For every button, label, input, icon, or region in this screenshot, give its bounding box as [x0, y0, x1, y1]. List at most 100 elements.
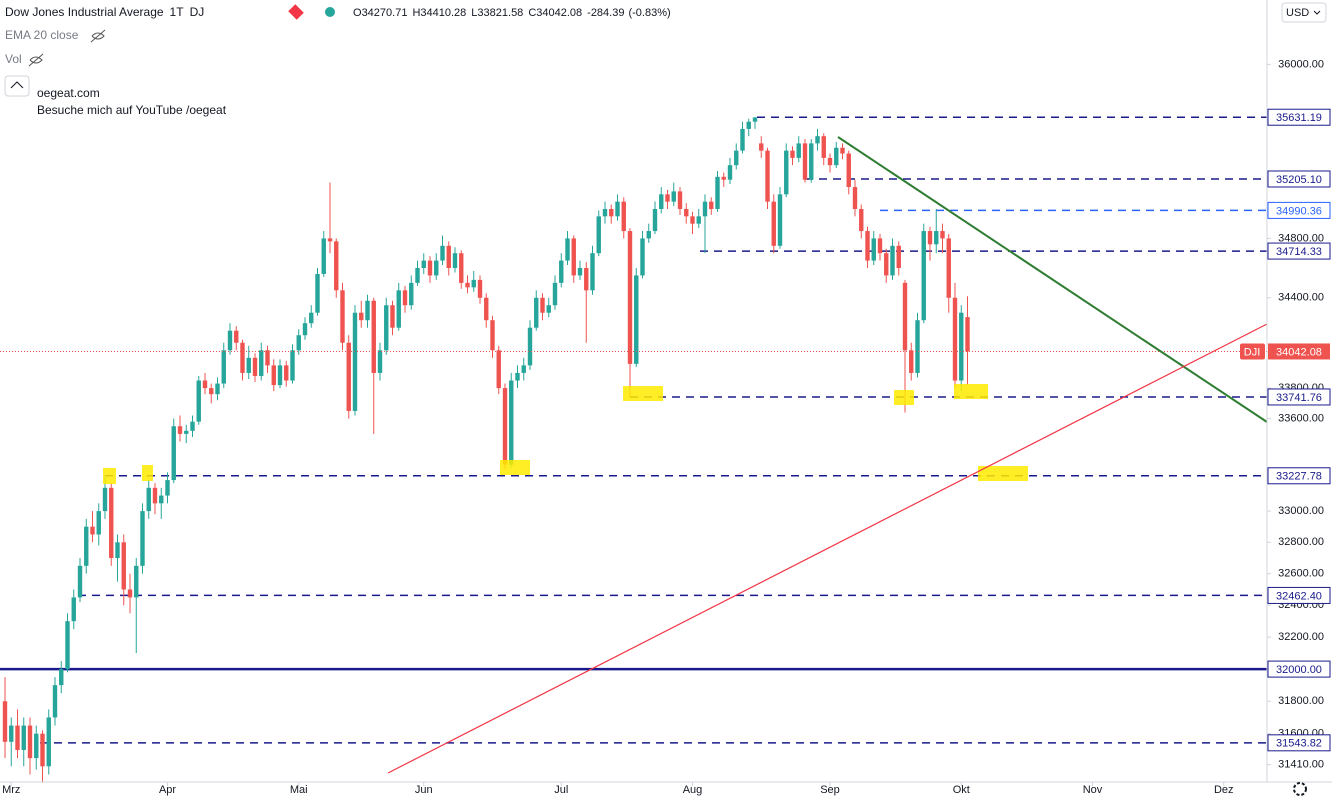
level-label-box — [1267, 586, 1331, 604]
candle-body — [415, 268, 420, 283]
y-tick-label: 36000.00 — [1278, 58, 1324, 70]
candle-body — [871, 238, 876, 261]
candle-body — [9, 725, 14, 742]
candle-body — [177, 426, 183, 434]
candle-body — [827, 157, 833, 166]
candle-body — [571, 238, 576, 276]
highlight — [894, 390, 914, 405]
candle-body — [527, 327, 533, 366]
candle-body — [596, 216, 601, 254]
highlight — [500, 460, 530, 475]
candle-body — [615, 201, 620, 217]
settings-icon[interactable] — [1293, 782, 1307, 796]
x-tick-label: Jul — [554, 784, 568, 796]
candle-body — [859, 208, 864, 232]
candle-body — [365, 300, 370, 321]
level-label: 34990.36 — [1276, 205, 1322, 217]
highlights — [103, 384, 1028, 484]
level-label-box — [1267, 242, 1331, 260]
chevron-icon — [10, 81, 24, 89]
level-label-box — [1267, 201, 1331, 219]
x-tick-label: Aug — [683, 784, 703, 796]
change-pct: (-0.83%) — [628, 7, 670, 19]
highlight — [142, 465, 153, 481]
candle-body — [296, 335, 301, 351]
y-tick-label: 34400.00 — [1278, 292, 1324, 304]
candle-body — [965, 317, 970, 352]
candle-body — [684, 208, 689, 217]
candle-body — [621, 201, 626, 232]
candle-body — [246, 357, 251, 373]
x-tick-label: Apr — [159, 784, 176, 796]
candle-body — [252, 357, 258, 376]
candle-body — [559, 260, 564, 283]
flag-icon[interactable] — [288, 4, 304, 20]
candle-body — [102, 487, 108, 512]
y-tick-label: 32200.00 — [1278, 631, 1324, 643]
candle-body — [121, 542, 126, 590]
candle-body — [915, 320, 920, 373]
candle-body — [221, 350, 226, 384]
ohlc-value: 34042.08 — [536, 7, 582, 19]
level-label-box — [1267, 170, 1331, 188]
candle-body — [534, 297, 539, 328]
candle-body — [515, 372, 520, 381]
candle-body — [477, 279, 483, 298]
hide-icon[interactable] — [90, 29, 106, 43]
candle-body — [590, 253, 595, 291]
candle-body — [834, 147, 839, 166]
candle-body — [784, 150, 789, 195]
candle-body — [677, 191, 683, 209]
candle-body — [759, 143, 764, 151]
currency-button[interactable] — [1281, 2, 1327, 23]
candle-body — [484, 297, 489, 321]
candle-body — [196, 380, 201, 422]
candle-body — [265, 350, 270, 366]
status-dot — [325, 7, 335, 17]
candle-body — [690, 216, 695, 224]
candle-body — [65, 621, 70, 670]
candle-body — [234, 330, 239, 343]
candle-body — [665, 194, 670, 202]
candle-body — [802, 143, 808, 180]
candle-body — [352, 312, 358, 411]
collapse-button[interactable] — [4, 75, 30, 97]
candle-body — [359, 312, 364, 321]
candle-body — [765, 150, 770, 202]
hide-icon[interactable] — [28, 53, 44, 67]
exchange: DJ — [190, 5, 205, 19]
candle-body — [434, 260, 439, 276]
volume-label: Vol — [5, 52, 22, 66]
highlight — [978, 466, 1028, 481]
candle-body — [290, 350, 295, 381]
candle-body — [502, 388, 508, 465]
y-tick-label: 33000.00 — [1278, 505, 1324, 517]
candle-body — [577, 268, 583, 276]
y-tick-label: 32800.00 — [1278, 536, 1324, 548]
candle-body — [184, 430, 189, 434]
ohlc-letter: O — [353, 7, 362, 19]
symbol: Dow Jones Industrial Average — [5, 5, 164, 19]
candle-body — [202, 380, 208, 389]
level-label: 33227.78 — [1276, 471, 1322, 483]
candle-body — [721, 176, 726, 180]
candle-body — [390, 305, 395, 328]
candle-body — [165, 480, 170, 496]
candle-body — [240, 342, 245, 373]
candle-body — [46, 717, 51, 767]
candle-body — [796, 143, 801, 158]
candle-body — [21, 725, 26, 750]
candle-body — [884, 253, 889, 276]
highlight — [103, 468, 116, 484]
candle-body — [327, 238, 333, 242]
ohlc-value: 34270.71 — [362, 7, 408, 19]
candle-body — [277, 365, 283, 386]
candle-body — [2, 701, 8, 742]
candle-body — [627, 231, 633, 364]
y-tick-label: 31800.00 — [1278, 695, 1324, 707]
candle-body — [909, 350, 914, 373]
interval: 1T — [170, 5, 185, 19]
candle-body — [284, 365, 289, 381]
indicator-label: EMA 20 close — [5, 28, 79, 42]
